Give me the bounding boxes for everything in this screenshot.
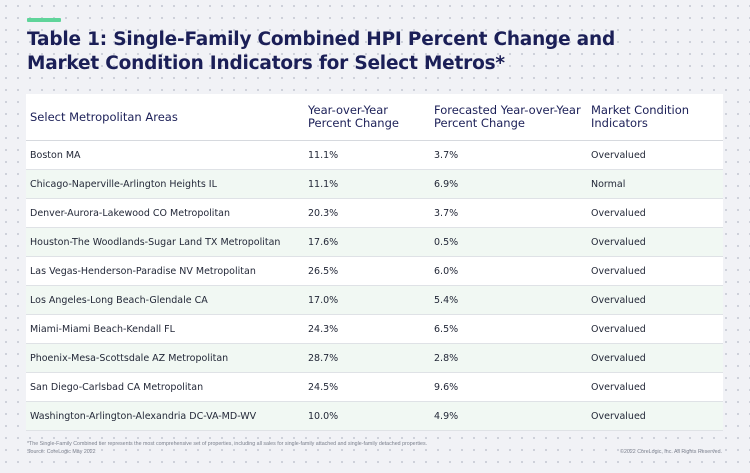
table-row: Los Angeles-Long Beach-Glendale CA 17.0%… <box>26 285 723 315</box>
yoy-cell: 11.1% <box>304 169 430 199</box>
metro-cell: Phoenix-Mesa-Scottsdale AZ Metropolitan <box>26 343 304 373</box>
metro-cell: Houston-The Woodlands-Sugar Land TX Metr… <box>26 227 304 257</box>
condition-cell: Overvalued <box>587 256 723 286</box>
yoy-cell: 10.0% <box>304 401 430 431</box>
table-row: Las Vegas-Henderson-Paradise NV Metropol… <box>26 256 723 286</box>
column-header-yoy: Year-over-Year Percent Change <box>304 94 430 141</box>
condition-cell: Overvalued <box>587 401 723 431</box>
forecast-cell: 6.0% <box>430 256 587 286</box>
metro-cell: Boston MA <box>26 140 304 170</box>
yoy-cell: 11.1% <box>304 140 430 170</box>
copyright-text: ©2022 CoreLogic, Inc. All Rights Reserve… <box>620 449 722 455</box>
condition-cell: Overvalued <box>587 343 723 373</box>
table-row: Denver-Aurora-Lakewood CO Metropolitan 2… <box>26 198 723 228</box>
metro-cell: Los Angeles-Long Beach-Glendale CA <box>26 285 304 315</box>
yoy-cell: 17.6% <box>304 227 430 257</box>
table-row: Miami-Miami Beach-Kendall FL 24.3% 6.5% … <box>26 314 723 344</box>
footnote-text: *The Single-Family Combined tier represe… <box>27 441 428 447</box>
metro-cell: Chicago-Naperville-Arlington Heights IL <box>26 169 304 199</box>
table-row: Houston-The Woodlands-Sugar Land TX Metr… <box>26 227 723 257</box>
footnote: *The Single-Family Combined tier represe… <box>27 441 587 456</box>
yoy-cell: 26.5% <box>304 256 430 286</box>
column-header-market-condition: Market Condition Indicators <box>587 94 723 141</box>
table-row: Boston MA 11.1% 3.7% Overvalued <box>26 140 723 170</box>
table-row: Chicago-Naperville-Arlington Heights IL … <box>26 169 723 199</box>
yoy-cell: 20.3% <box>304 198 430 228</box>
forecast-cell: 3.7% <box>430 140 587 170</box>
column-header-metro: Select Metropolitan Areas <box>26 94 304 141</box>
page-title: Table 1: Single-Family Combined HPI Perc… <box>27 29 615 74</box>
yoy-cell: 24.5% <box>304 372 430 402</box>
condition-cell: Overvalued <box>587 314 723 344</box>
forecast-cell: 3.7% <box>430 198 587 228</box>
condition-cell: Overvalued <box>587 285 723 315</box>
column-header-forecast: Forecasted Year-over-Year Percent Change <box>430 94 587 141</box>
metro-cell: Las Vegas-Henderson-Paradise NV Metropol… <box>26 256 304 286</box>
condition-cell: Overvalued <box>587 198 723 228</box>
hpi-table: Select Metropolitan Areas Year-over-Year… <box>26 94 723 431</box>
table-header-row: Select Metropolitan Areas Year-over-Year… <box>26 94 723 141</box>
table-row: San Diego-Carlsbad CA Metropolitan 24.5%… <box>26 372 723 402</box>
forecast-cell: 5.4% <box>430 285 587 315</box>
yoy-cell: 24.3% <box>304 314 430 344</box>
yoy-cell: 17.0% <box>304 285 430 315</box>
table-row: Washington-Arlington-Alexandria DC-VA-MD… <box>26 401 723 431</box>
forecast-cell: 0.5% <box>430 227 587 257</box>
forecast-cell: 2.8% <box>430 343 587 373</box>
forecast-cell: 6.9% <box>430 169 587 199</box>
forecast-cell: 6.5% <box>430 314 587 344</box>
forecast-cell: 9.6% <box>430 372 587 402</box>
condition-cell: Overvalued <box>587 140 723 170</box>
condition-cell: Overvalued <box>587 227 723 257</box>
source-text: Source: CoreLogic May 2022 <box>27 448 96 455</box>
condition-cell: Overvalued <box>587 372 723 402</box>
forecast-cell: 4.9% <box>430 401 587 431</box>
metro-table: Select Metropolitan Areas Year-over-Year… <box>26 94 723 431</box>
table-row: Phoenix-Mesa-Scottsdale AZ Metropolitan … <box>26 343 723 373</box>
metro-cell: Denver-Aurora-Lakewood CO Metropolitan <box>26 198 304 228</box>
metro-cell: Miami-Miami Beach-Kendall FL <box>26 314 304 344</box>
metro-cell: San Diego-Carlsbad CA Metropolitan <box>26 372 304 402</box>
metro-cell: Washington-Arlington-Alexandria DC-VA-MD… <box>26 401 304 431</box>
condition-cell: Normal <box>587 169 723 199</box>
yoy-cell: 28.7% <box>304 343 430 373</box>
accent-bar <box>27 18 61 22</box>
